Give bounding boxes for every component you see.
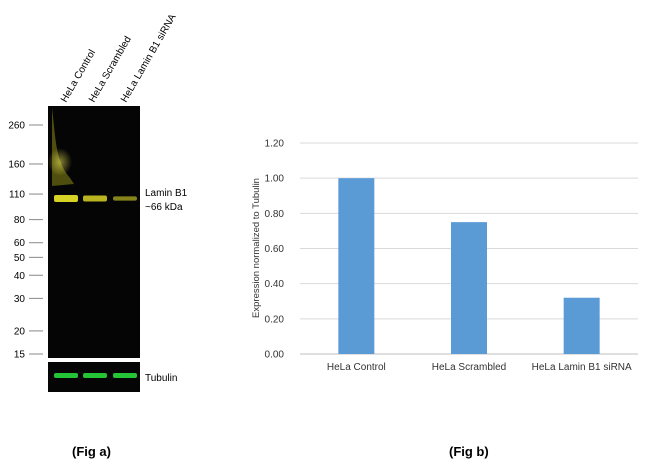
figure-a-caption: (Fig a) [72, 444, 111, 459]
y-tick-label: 1.20 [265, 139, 285, 150]
bar [563, 297, 600, 354]
marker-label: 20 [14, 326, 26, 337]
marker-label: 80 [14, 215, 26, 226]
tubulin-band [83, 373, 107, 378]
bar [338, 178, 375, 354]
lamin-b1-bands [54, 195, 137, 202]
molecular-weight-markers: 260 160 110 80 60 50 40 30 20 15 [8, 121, 43, 361]
bar [451, 222, 487, 354]
x-category-label: HeLa Scrambled [432, 362, 506, 373]
x-axis-categories: HeLa Control HeLa Scrambled HeLa Lamin B1 … [327, 362, 632, 373]
marker-label: 260 [8, 121, 25, 132]
x-category-label: HeLa Lamin B1 siRNA [532, 362, 632, 373]
marker-label: 30 [14, 294, 26, 305]
tubulin-bands [54, 373, 137, 378]
lamin-b1-band [113, 196, 137, 201]
western-blot-figure: HeLa Control HeLa Scrambled HeLa Lamin B… [8, 12, 188, 392]
y-tick-label: 0.00 [265, 350, 285, 361]
marker-label: 60 [14, 238, 26, 249]
y-axis-label: Expression normalized to Tubulin [251, 178, 262, 318]
lamin-b1-band [54, 195, 78, 202]
y-tick-label: 0.20 [265, 314, 285, 325]
y-tick-label: 1.00 [265, 174, 285, 185]
y-tick-label: 0.40 [265, 279, 285, 290]
marker-label: 110 [9, 190, 25, 201]
marker-label: 15 [14, 350, 26, 361]
band-label-name: Lamin B1 [145, 188, 188, 199]
tubulin-label: Tubulin [145, 373, 177, 384]
y-tick-label: 0.60 [265, 244, 285, 255]
marker-label: 160 [8, 159, 25, 170]
tubulin-band [54, 373, 78, 378]
figure-b-caption: (Fig b) [449, 444, 489, 459]
lane-label-sirna: HeLa Lamin B1 siRNA [119, 12, 179, 104]
bar-chart: 0.00 0.20 0.40 0.60 0.80 1.00 1.20 HeLa Contro… [251, 139, 638, 373]
y-tick-label: 0.80 [265, 209, 285, 220]
chart-bars [338, 178, 600, 354]
x-category-label: HeLa Control [327, 362, 386, 373]
y-axis-ticks: 0.00 0.20 0.40 0.60 0.80 1.00 1.20 [265, 139, 285, 361]
blot-panel [48, 106, 140, 358]
marker-label: 50 [14, 253, 26, 264]
marker-label: 40 [14, 271, 26, 282]
tubulin-band [113, 373, 137, 378]
lamin-b1-band [83, 195, 107, 202]
band-label-size: ~66 kDa [145, 202, 183, 213]
